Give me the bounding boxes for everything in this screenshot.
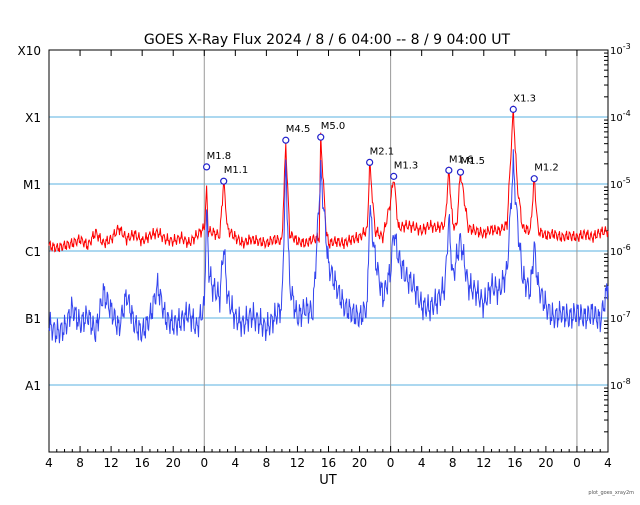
x-tick-label: 16 bbox=[507, 456, 522, 470]
series-line bbox=[48, 105, 609, 253]
x-tick-label: 20 bbox=[166, 456, 181, 470]
class-label: A1 bbox=[25, 379, 41, 393]
class-label: B1 bbox=[25, 312, 41, 326]
flare-label: M2.1 bbox=[370, 146, 395, 157]
flare-label: M1.3 bbox=[394, 160, 419, 171]
x-tick-label: 0 bbox=[387, 456, 395, 470]
x-tick-label: 20 bbox=[538, 456, 553, 470]
flare-label: M1.2 bbox=[534, 163, 559, 174]
flare-point bbox=[220, 177, 228, 185]
flux-label: 10-8 bbox=[610, 377, 631, 392]
x-tick-label: 20 bbox=[352, 456, 367, 470]
flare-point bbox=[366, 158, 374, 167]
class-label: M1 bbox=[23, 178, 41, 192]
flux-label: 10-3 bbox=[610, 42, 631, 57]
axes-layer bbox=[48, 49, 609, 453]
x-tick-label: 12 bbox=[476, 456, 491, 470]
x-tick-labels: 4 8 12 16 20 0 4 8 12 16 20 0 4 8 12 16 20 0 4 bbox=[45, 456, 612, 470]
x-tick-label: 16 bbox=[321, 456, 336, 470]
x-tick-label: 16 bbox=[135, 456, 150, 470]
flare-label: M1.8 bbox=[207, 151, 232, 162]
x-tick-label: 4 bbox=[232, 456, 240, 470]
x-tick-label: 4 bbox=[604, 456, 612, 470]
flare-point bbox=[390, 172, 398, 180]
x-tick-label: 0 bbox=[200, 456, 208, 470]
x-tick-label: 12 bbox=[290, 456, 305, 470]
flare-label: M5.0 bbox=[321, 121, 346, 132]
x-tick-label: 4 bbox=[45, 456, 53, 470]
x-axis-label: UT bbox=[319, 473, 337, 488]
flare-point bbox=[203, 163, 211, 171]
flare-point bbox=[509, 105, 517, 113]
flux-label: 10-7 bbox=[610, 310, 631, 325]
series-layer bbox=[48, 105, 609, 344]
flare-point bbox=[445, 166, 453, 174]
flare-point bbox=[317, 133, 325, 141]
right-flux-labels: 10-3 10-4 10-5 10-6 10-7 10-8 bbox=[610, 42, 631, 392]
class-label: C1 bbox=[25, 245, 41, 259]
x-tick-label: 4 bbox=[418, 456, 426, 470]
flare-label: M4.5 bbox=[286, 124, 311, 135]
chart-title: GOES X-Ray Flux 2024 / 8 / 6 04:00 -- 8 … bbox=[144, 32, 511, 48]
x-tick-label: 8 bbox=[76, 456, 84, 470]
flare-point bbox=[456, 168, 465, 176]
x-tick-label: 8 bbox=[263, 456, 271, 470]
x-tick-label: 8 bbox=[449, 456, 457, 470]
flare-point bbox=[282, 136, 290, 144]
flux-label: 10-6 bbox=[610, 243, 631, 258]
flare-label: M1.6 bbox=[449, 154, 474, 165]
flux-label: 10-4 bbox=[610, 109, 631, 124]
flare-label: X1.3 bbox=[513, 93, 536, 104]
flare-markers: M1.8 M1.1 M4.5 M5.0 M2.1 M1.3 M1.6M1.5 X1.3 M1.2 bbox=[203, 93, 559, 185]
flare-label: M1.5 bbox=[460, 156, 485, 167]
flare-point bbox=[530, 175, 538, 183]
class-label: X10 bbox=[18, 44, 42, 58]
x-tick-label: 0 bbox=[573, 456, 581, 470]
left-class-labels: X10 X1 M1 C1 B1 A1 bbox=[18, 44, 42, 393]
series-line bbox=[48, 149, 609, 344]
footer-note: plot_goes_xray2m bbox=[588, 490, 634, 496]
x-tick-label: 12 bbox=[103, 456, 118, 470]
flare-label: M1.1 bbox=[224, 165, 249, 176]
flux-label: 10-5 bbox=[610, 176, 631, 191]
class-label: X1 bbox=[25, 111, 41, 125]
